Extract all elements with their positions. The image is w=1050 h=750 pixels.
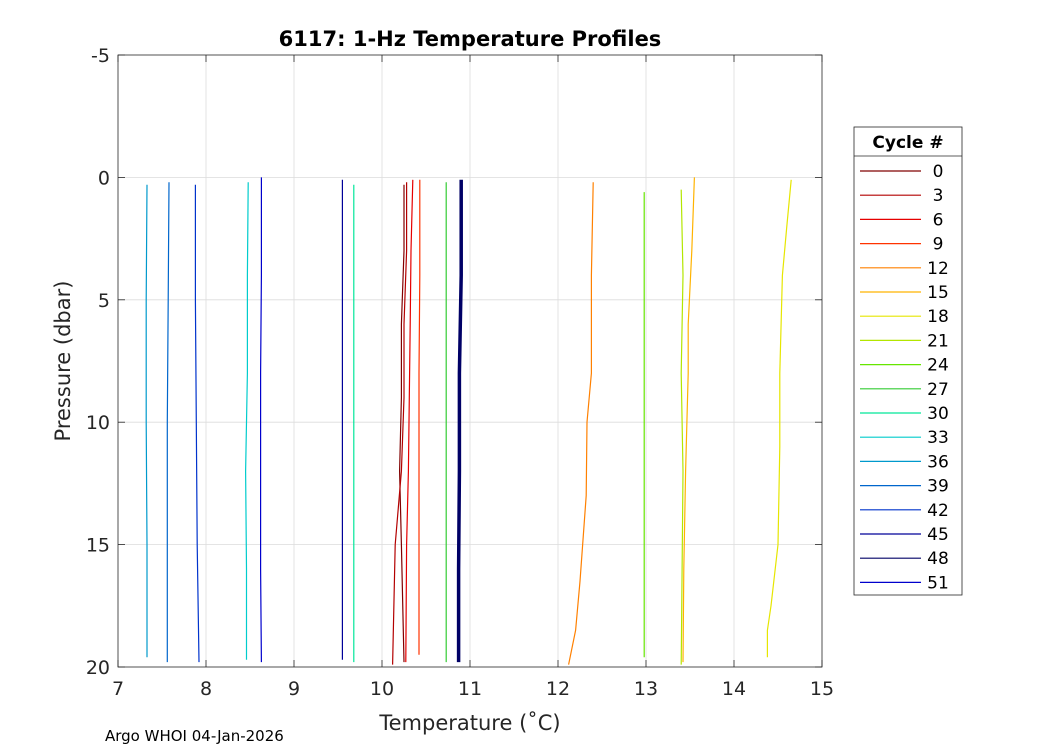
x-tick-label: 12: [546, 678, 570, 700]
legend-label-cycle-12: 12: [927, 259, 949, 279]
legend-label-cycle-30: 30: [927, 404, 949, 424]
legend-label-cycle-9: 9: [933, 235, 944, 255]
legend-box: [853, 126, 963, 596]
legend-label-cycle-42: 42: [927, 501, 949, 521]
x-tick-label: 13: [634, 678, 658, 700]
legend-label-cycle-0: 0: [933, 162, 944, 182]
y-tick-label: -5: [91, 45, 110, 67]
series-line-cycle-39: [166, 182, 170, 663]
series-line-cycle-48: [456, 179, 463, 663]
y-tick-label: 5: [98, 290, 110, 312]
series-line-cycle-36: [145, 184, 148, 658]
x-axis-label: Temperature (˚C): [378, 711, 560, 735]
series-layer: [145, 177, 792, 665]
legend-label-cycle-51: 51: [927, 573, 949, 593]
legend-label-cycle-33: 33: [927, 428, 949, 448]
series-line-cycle-6: [405, 179, 414, 663]
y-ticks: -5 0 5 10 15 20: [86, 45, 822, 679]
chart-title: 6117: 1-Hz Temperature Profiles: [279, 27, 662, 51]
series-line-cycle-18: [766, 179, 792, 658]
legend-label-cycle-21: 21: [927, 331, 949, 351]
y-tick-label: 10: [86, 412, 110, 434]
legend-title: Cycle #: [872, 133, 943, 153]
x-tick-label: 15: [810, 678, 834, 700]
series-line-cycle-3: [392, 182, 408, 665]
legend-label-cycle-36: 36: [927, 452, 949, 472]
x-tick-label: 8: [200, 678, 212, 700]
y-tick-label: 0: [98, 167, 110, 189]
series-line-cycle-9: [418, 179, 421, 655]
series-line-cycle-42: [194, 184, 200, 663]
x-tick-label: 14: [722, 678, 746, 700]
legend-label-cycle-15: 15: [927, 283, 949, 303]
series-line-cycle-21: [680, 189, 684, 665]
legend-label-cycle-48: 48: [927, 549, 949, 569]
legend-label-cycle-3: 3: [933, 186, 944, 206]
x-tick-label: 11: [458, 678, 482, 700]
x-tick-label: 10: [370, 678, 394, 700]
legend-label-cycle-45: 45: [927, 525, 949, 545]
series-line-cycle-0: [399, 184, 405, 663]
x-ticks: 7 8 9 10 11 12 13 14 15: [112, 55, 834, 700]
legend-label-cycle-24: 24: [927, 356, 949, 376]
legend-label-cycle-6: 6: [933, 210, 944, 230]
y-axis-label: Pressure (dbar): [51, 281, 75, 442]
y-tick-label: 15: [86, 535, 110, 557]
series-line-cycle-12: [568, 182, 594, 665]
x-tick-label: 9: [288, 678, 300, 700]
legend-label-cycle-18: 18: [927, 307, 949, 327]
series-line-cycle-15: [682, 177, 695, 663]
y-tick-label: 20: [86, 657, 110, 679]
series-line-cycle-33: [245, 182, 249, 660]
legend-label-cycle-39: 39: [927, 477, 949, 497]
x-tick-label: 7: [112, 678, 124, 700]
footer-text: Argo WHOI 04-Jan-2026: [105, 727, 284, 745]
legend-label-cycle-27: 27: [927, 380, 949, 400]
grid: [118, 55, 822, 667]
series-line-cycle-51: [260, 177, 262, 663]
